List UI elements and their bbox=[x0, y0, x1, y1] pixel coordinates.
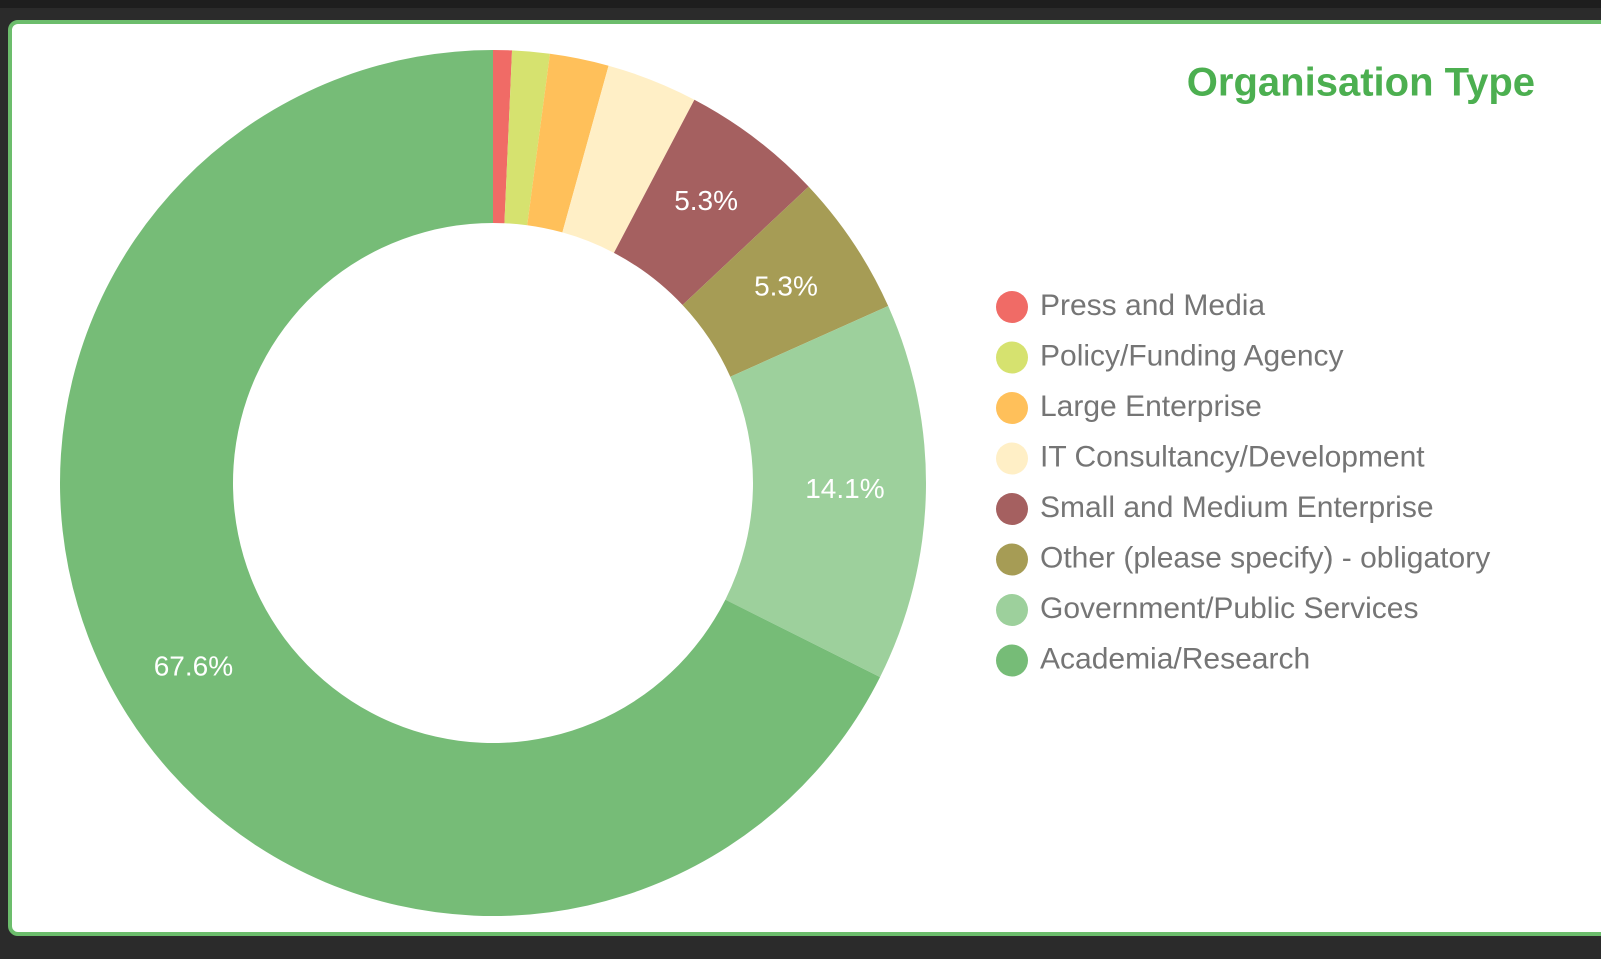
legend-text: Government/Public Services bbox=[1040, 592, 1419, 625]
legend-swatch bbox=[996, 341, 1028, 374]
legend-text: IT Consultancy/Development bbox=[1040, 440, 1425, 473]
slice bbox=[613, 99, 809, 306]
legend-swatch bbox=[996, 644, 1028, 677]
top-strip bbox=[0, 0, 1601, 8]
slice bbox=[59, 49, 881, 917]
legend-swatch bbox=[996, 543, 1028, 576]
slice-label: 67.6% bbox=[154, 650, 233, 681]
legend-swatch bbox=[996, 392, 1028, 424]
slice-label: 5.3% bbox=[754, 270, 818, 301]
legend-text: Large Enterprise bbox=[1040, 390, 1262, 423]
slice bbox=[527, 53, 609, 233]
slice bbox=[725, 306, 926, 678]
legend-swatch bbox=[996, 442, 1028, 475]
legend-text: Academia/Research bbox=[1040, 642, 1310, 675]
legend-swatch bbox=[996, 594, 1028, 626]
chart-title: Organisation Type bbox=[1187, 61, 1535, 105]
slice bbox=[493, 50, 513, 224]
slice bbox=[562, 65, 695, 253]
legend-text: Small and Medium Enterprise bbox=[1040, 491, 1434, 524]
legend-swatch bbox=[996, 291, 1028, 323]
slice bbox=[682, 186, 889, 377]
legend-swatch bbox=[996, 493, 1028, 525]
slice-label: 14.1% bbox=[805, 473, 884, 504]
slice-label: 5.3% bbox=[674, 185, 738, 216]
slice bbox=[504, 50, 550, 226]
legend-text: Other (please specify) - obligatory bbox=[1040, 541, 1490, 574]
legend-text: Policy/Funding Agency bbox=[1040, 339, 1344, 372]
legend-text: Press and Media bbox=[1040, 289, 1265, 322]
